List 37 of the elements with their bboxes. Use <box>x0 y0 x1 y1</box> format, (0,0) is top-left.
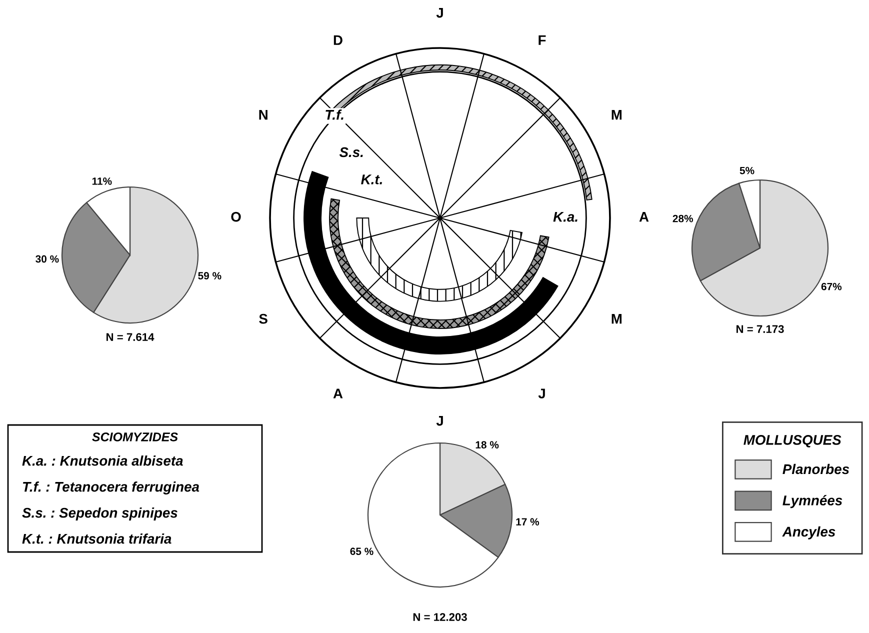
category-label: D <box>334 35 342 45</box>
text: K.a. : Knutsonia albiseta <box>22 456 183 466</box>
category-label: N <box>259 110 268 120</box>
text: N = 7.173 <box>736 325 784 333</box>
category-label: M <box>612 314 622 324</box>
data-label: 5% <box>740 166 754 174</box>
data-label: 28% <box>672 214 694 222</box>
text: T.f. : Tetanocera ferruginea <box>22 482 200 494</box>
category-label: A <box>333 388 343 398</box>
category-label: O <box>231 212 241 222</box>
legend-title: SCIOMYZIDES <box>92 432 178 442</box>
text: K.t. : Knutsonia trifaria <box>22 534 172 544</box>
legend-label: Lymnées <box>782 495 842 508</box>
legend-label: Planorbes <box>782 464 850 474</box>
text: S.s. : Sepedon spinipes <box>22 508 178 520</box>
text: T.f. <box>326 110 344 120</box>
category-label: M <box>612 110 622 120</box>
legend-title: MOLLUSQUES <box>744 435 842 448</box>
data-label: 18 % <box>476 441 499 448</box>
category-label: J <box>436 8 443 18</box>
text: N = 7.614 <box>106 333 154 341</box>
legend-label: Ancyles <box>782 526 836 540</box>
category-label: J <box>538 388 545 398</box>
data-label: 67% <box>821 282 842 290</box>
data-label: 59 % <box>198 272 222 280</box>
text: S.s. <box>339 147 363 158</box>
text: K.t. <box>361 174 382 184</box>
category-label: F <box>538 35 546 45</box>
category-label: S <box>259 314 268 324</box>
data-label: 30 % <box>36 255 59 263</box>
text: K.a. <box>553 212 578 222</box>
data-label: 65 % <box>350 548 374 556</box>
category-label: J <box>436 416 443 426</box>
data-label: 11% <box>92 178 112 185</box>
category-label: A <box>639 212 649 222</box>
data-label: 17 % <box>516 518 540 526</box>
text: N = 12.203 <box>413 613 467 621</box>
